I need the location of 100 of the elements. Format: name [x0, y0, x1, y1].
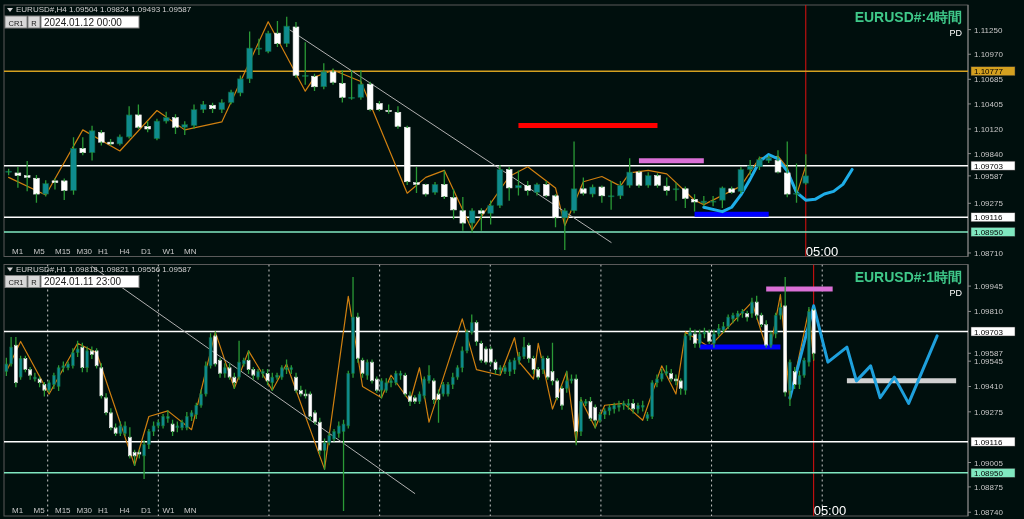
- candlestick: [172, 114, 179, 135]
- y-tick-label: 1.09945: [974, 282, 1004, 292]
- candlestick: [607, 181, 615, 210]
- candlestick: [283, 16, 290, 47]
- candlestick: [512, 357, 517, 375]
- candlestick: [626, 398, 631, 410]
- text: PD: [949, 28, 963, 38]
- candlestick: [543, 181, 550, 197]
- candlestick: [403, 372, 408, 397]
- candlestick: [274, 21, 281, 47]
- line-series: [702, 152, 854, 214]
- annotation: H4: [119, 506, 131, 515]
- candlestick: [5, 168, 12, 176]
- candlestick: [265, 30, 272, 52]
- candlestick: [366, 81, 374, 110]
- candlestick: [79, 137, 86, 156]
- y-tick-label: 1.09005: [974, 458, 1004, 468]
- candlestick: [88, 125, 96, 161]
- candlestick: [631, 398, 635, 414]
- candlestick: [125, 106, 133, 138]
- y-tick-label: 1.09275: [974, 407, 1004, 417]
- annotation: H4: [119, 246, 131, 256]
- candlestick: [617, 181, 624, 200]
- candlestick: [756, 156, 763, 171]
- candlestick: [357, 70, 365, 100]
- y-tick-label: 1.09840: [974, 149, 1004, 159]
- y-tick-label: 1.10120: [974, 124, 1004, 134]
- candlestick: [94, 348, 99, 369]
- candlestick: [747, 160, 754, 176]
- annotation: 2024.01.12 00:00: [44, 16, 123, 28]
- y-tick-label: 1.09587: [974, 171, 1004, 181]
- ref-line-label: 1.09116: [974, 213, 1003, 223]
- candlestick: [292, 21, 300, 78]
- candlestick: [246, 350, 251, 375]
- candlestick: [487, 200, 494, 225]
- candlestick: [80, 342, 85, 373]
- ref-line-label: 1.08950: [974, 468, 1004, 478]
- chart-title: EURUSD#:1時間: [854, 268, 962, 285]
- candlestick: [329, 68, 337, 85]
- y-tick-label: 1.09275: [974, 199, 1004, 209]
- annotation: 2024.01.11 23:00: [44, 276, 122, 287]
- annotation: MN: [184, 246, 197, 256]
- candlestick: [533, 184, 541, 196]
- candlestick: [98, 130, 105, 146]
- candlestick: [398, 370, 403, 380]
- candlestick: [515, 170, 522, 196]
- candlestick: [42, 180, 49, 197]
- candlestick: [37, 376, 42, 388]
- ref-line-label: 1.10777: [974, 67, 1004, 77]
- ref-line-label: 1.09703: [974, 327, 1004, 337]
- candlestick: [379, 378, 384, 399]
- candlestick: [33, 372, 37, 382]
- annotation: W1: [162, 246, 176, 256]
- candlestick: [246, 31, 253, 84]
- candlestick: [635, 171, 643, 188]
- candlestick: [376, 101, 383, 110]
- y-tick-label: 1.11250: [974, 25, 1003, 35]
- annotation: M5: [33, 506, 46, 515]
- candlestick: [498, 365, 503, 375]
- candlestick: [320, 63, 327, 90]
- annotation: D1: [141, 246, 152, 256]
- annotation: H1: [98, 246, 109, 256]
- candlestick: [737, 167, 745, 194]
- candlestick: [793, 163, 800, 203]
- candlestick: [570, 141, 578, 214]
- candlestick: [265, 368, 270, 386]
- candlestick: [645, 172, 652, 188]
- candlestick: [118, 421, 123, 436]
- candlestick: [322, 438, 327, 470]
- candlestick: [302, 42, 309, 85]
- annotation: 05:00: [813, 503, 847, 518]
- annotation: 05:00: [805, 243, 839, 259]
- candlestick: [181, 121, 188, 135]
- candlestick: [223, 363, 227, 378]
- annotation: M15: [55, 506, 72, 515]
- candlestick: [144, 121, 151, 133]
- y-tick-label: 1.09410: [974, 382, 1004, 392]
- candlestick: [255, 38, 263, 55]
- candlestick: [116, 134, 124, 145]
- candlestick: [640, 400, 645, 412]
- candlestick: [750, 297, 754, 318]
- candlestick: [42, 382, 47, 397]
- y-tick-label: 1.08710: [974, 248, 1004, 258]
- candlestick: [663, 177, 670, 196]
- annotation: D1: [141, 506, 152, 515]
- ref-line-label: 1.09116: [974, 437, 1003, 447]
- candlestick: [626, 158, 633, 188]
- candlestick: [107, 138, 114, 145]
- candlestick: [270, 372, 275, 391]
- candlestick: [792, 367, 797, 390]
- candlestick: [788, 359, 792, 406]
- candlestick: [56, 365, 61, 391]
- candlestick: [588, 397, 593, 421]
- annotation: MN: [184, 506, 197, 515]
- candlestick: [678, 378, 683, 395]
- annotation: M30: [76, 246, 93, 256]
- candlestick: [18, 355, 23, 380]
- candlestick: [468, 208, 476, 233]
- y-tick-label: 1.09587: [974, 349, 1004, 359]
- candlestick: [99, 363, 104, 399]
